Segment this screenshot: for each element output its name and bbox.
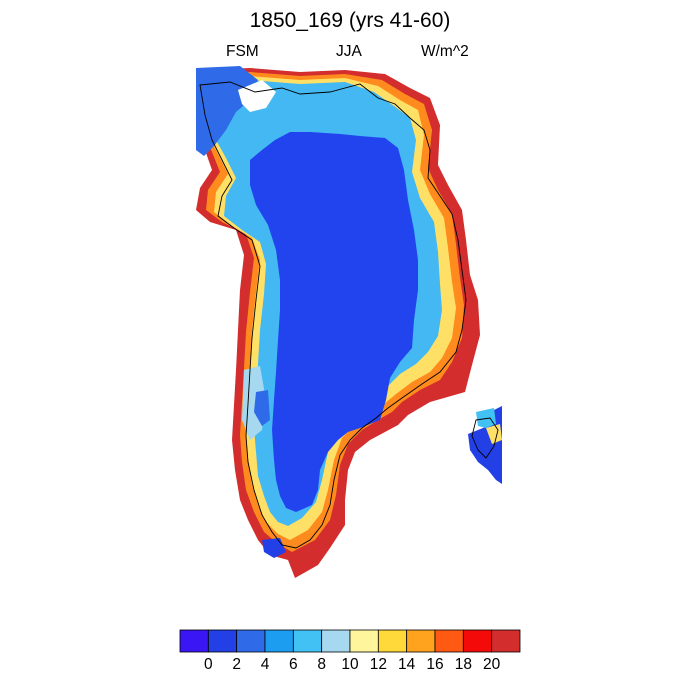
colorbar-tick-label: 8 bbox=[317, 656, 326, 673]
colorbar-tick-label: 12 bbox=[369, 656, 387, 673]
colorbar-swatch bbox=[207, 629, 238, 653]
colorbar-tick-label: 6 bbox=[289, 656, 298, 673]
east-island-yellow bbox=[486, 424, 502, 444]
colorbar-swatch bbox=[179, 629, 209, 653]
colorbar-tick-label: 4 bbox=[260, 656, 270, 673]
nw-coast-gap bbox=[238, 80, 276, 112]
colorbar-swatch bbox=[236, 629, 266, 653]
colorbar-tick-label: 14 bbox=[398, 656, 416, 673]
greenland-field bbox=[196, 66, 502, 578]
colorbar-tick-label: 0 bbox=[204, 656, 213, 673]
colorbar-swatch bbox=[462, 629, 493, 653]
colorbar-swatch bbox=[321, 629, 351, 653]
colorbar-tick-label: 2 bbox=[232, 656, 241, 673]
colorbar-tick-label: 18 bbox=[454, 656, 472, 673]
colorbar-swatch bbox=[292, 629, 323, 653]
east-island-field bbox=[468, 406, 502, 484]
variable-name: FSM bbox=[226, 43, 259, 60]
ice-sheet-interior bbox=[250, 132, 418, 512]
colorbar-swatch bbox=[434, 629, 464, 653]
colorbar-swatch bbox=[349, 629, 379, 653]
plot-title: 1850_169 (yrs 41-60) bbox=[249, 9, 451, 32]
east-island-lightblue bbox=[476, 408, 496, 428]
colorbar bbox=[179, 629, 521, 653]
season-label: JJA bbox=[336, 43, 362, 60]
units-label: W/m^2 bbox=[421, 43, 469, 60]
colorbar-tick-label: 20 bbox=[483, 656, 501, 673]
colorbar-swatch bbox=[264, 629, 294, 653]
colorbar-swatch bbox=[406, 629, 436, 653]
coastline bbox=[199, 81, 499, 549]
colorbar-swatch bbox=[491, 629, 521, 653]
colorbar-swatch bbox=[377, 629, 408, 653]
colorbar-tick-label: 10 bbox=[341, 656, 359, 673]
colorbar-tick-label: 16 bbox=[426, 656, 444, 673]
west-coast-pattern-2 bbox=[254, 390, 270, 426]
